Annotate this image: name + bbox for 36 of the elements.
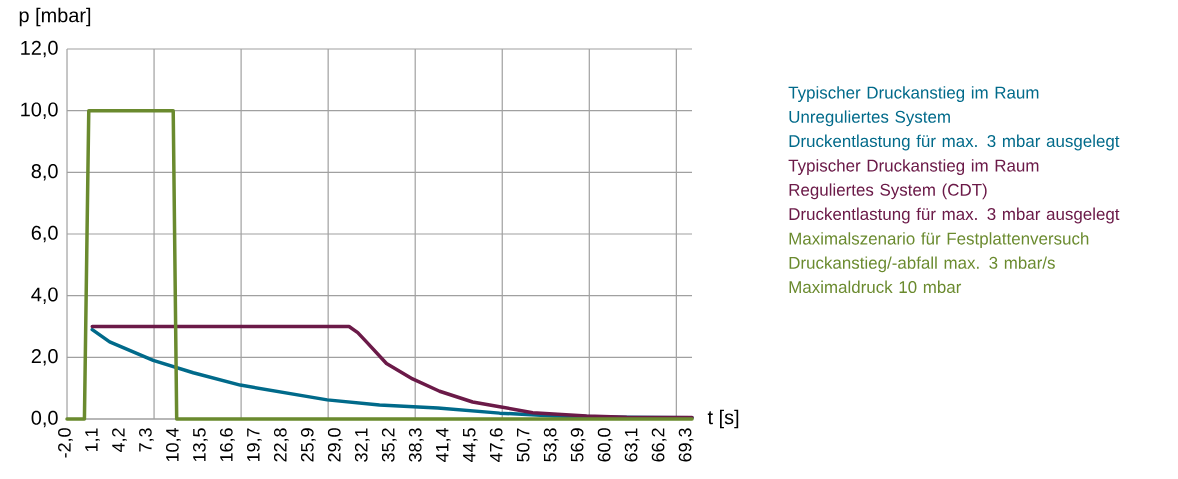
x-tick-label: 10,4: [166, 428, 181, 462]
x-tick-label: 60,0: [597, 428, 613, 462]
y-tick-label: 6,0: [31, 225, 58, 243]
y-tick-label: 2,0: [31, 349, 58, 366]
x-tick-label: 41,4: [436, 428, 451, 462]
x-tick-label: 32,1: [354, 428, 370, 462]
y-tick-label: 12,0: [21, 40, 58, 58]
x-tick-label: 35,2: [381, 428, 397, 462]
text: Maximalszenario für Festplattenversuch Druckanstieg/-abfall max. 3 mbar/s Maximaldruck 10 mbar: [789, 232, 1089, 294]
y-tick-label: 0,0: [31, 410, 58, 428]
x-tick-label: 44,5: [463, 428, 478, 462]
x-tick-label: 69,3: [678, 428, 694, 462]
y-axis-title: p [mbar]: [19, 7, 91, 27]
x-tick-label: 25,9: [300, 428, 316, 462]
x-tick-label: 56,9: [570, 428, 586, 462]
x-axis-title: t [s]: [707, 409, 739, 429]
x-tick-label: 53,8: [543, 428, 559, 462]
x-tick-label: 19,7: [246, 428, 262, 462]
x-tick-label: 16,6: [219, 428, 235, 462]
y-tick-label: 8,0: [31, 164, 58, 181]
x-tick-label: 7,3: [139, 428, 154, 452]
x-tick-label: 1,1: [85, 428, 100, 452]
text: Typischer Druckanstieg im Raum Unreguliertes System Druckentlastung für max. 3 mbar ausgelegt: [788, 86, 1120, 151]
y-tick-label: 10,0: [21, 102, 58, 119]
x-tick-label: 22,8: [273, 428, 289, 462]
x-tick-label: 13,5: [192, 428, 208, 462]
x-tick-label: 47,6: [489, 428, 505, 462]
x-tick-label: 63,1: [624, 428, 640, 462]
x-tick-label: 50,7: [516, 428, 532, 462]
x-tick-label: 4,2: [112, 428, 127, 453]
x-tick-label: 29,0: [327, 428, 343, 462]
y-tick-label: 4,0: [31, 287, 58, 304]
text: Typischer Druckanstieg im Raum Reguliertes System (CDT) Druckentlastung für max. 3 mbar ausgelegt: [788, 159, 1120, 224]
x-tick-label: 66,2: [651, 428, 667, 462]
x-tick-label: -2,0: [58, 428, 73, 458]
x-tick-label: 38,3: [408, 428, 424, 462]
